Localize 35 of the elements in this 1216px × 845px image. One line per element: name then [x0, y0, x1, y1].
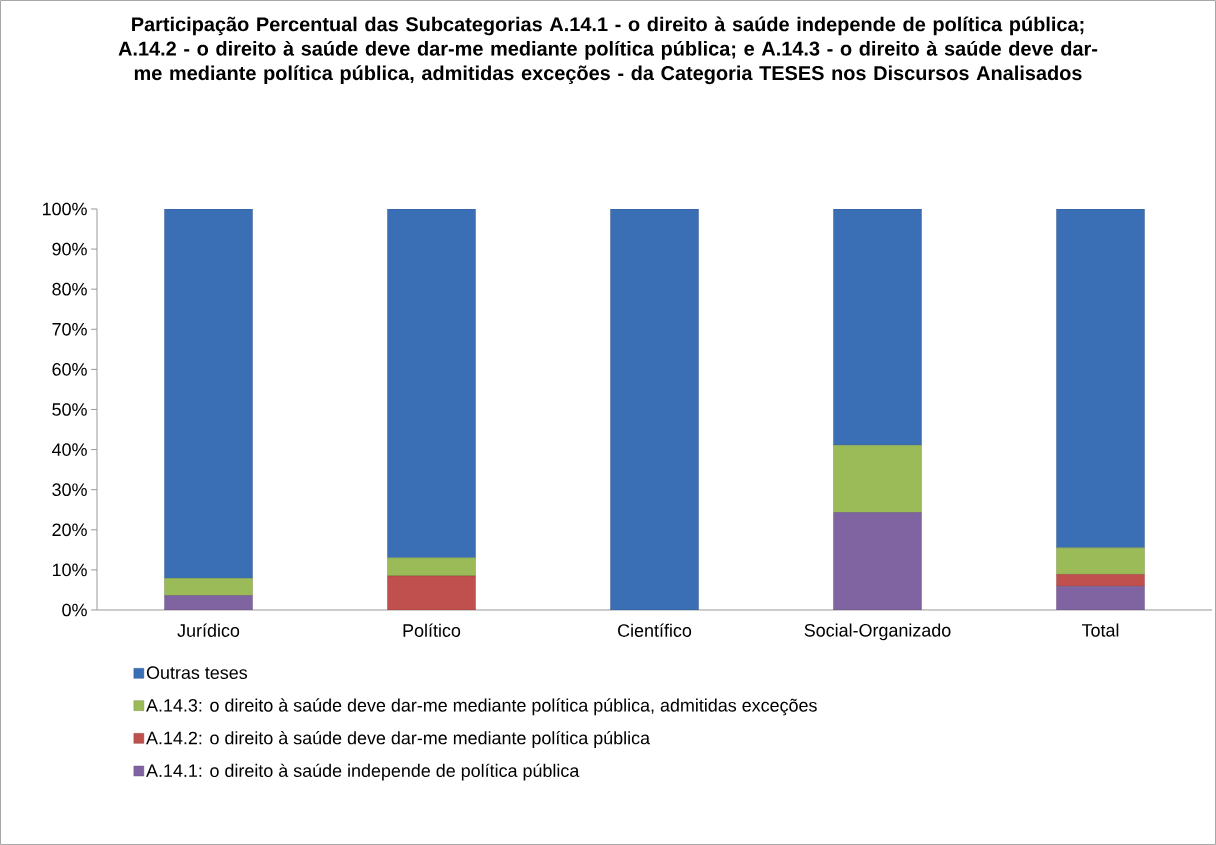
bar — [1056, 208, 1145, 549]
y-tick-label: 50% — [52, 403, 87, 416]
y-tick-label: 90% — [52, 242, 87, 256]
bar — [387, 575, 476, 610]
x-tick-label: Político — [403, 623, 461, 637]
bar — [164, 578, 253, 596]
y-tick-label: 20% — [52, 523, 87, 537]
bar — [610, 208, 699, 610]
y-tick-label: 100% — [42, 202, 87, 216]
y-tick-label: 60% — [52, 363, 87, 376]
legend-label: A.14.3: o direito à saúde deve dar-me mediante política pública, admitidas exceções — [146, 698, 817, 716]
bar — [1056, 547, 1145, 575]
x-tick-label: Total — [1081, 623, 1119, 637]
bar — [387, 557, 476, 577]
y-tick-label: 0% — [62, 603, 87, 617]
bar — [387, 208, 476, 559]
y-tick-label: 80% — [52, 282, 87, 296]
bar — [833, 208, 922, 446]
bar — [833, 444, 922, 513]
x-tick-label: Jurídico — [177, 623, 240, 637]
bar — [164, 208, 253, 579]
legend-label: A.14.2: o direito à saúde deve dar-me mediante política pública — [146, 730, 651, 748]
x-tick-label: Social-Organizado — [804, 623, 951, 641]
bar — [1056, 586, 1145, 610]
legend-label: A.14.1: o direito à saúde independe de política pública — [146, 763, 580, 781]
legend-label: Outras teses — [146, 666, 248, 679]
chart-title: Participação Percentual das Subcategorias A.14.1 - o direito à saúde independe de política pública; A.14.2 - o direito à saúde deve dar-me mediante política pública; e A.14.3 - o direito à saúde deve dar-me mediante política pública, admitidas exceções - da Categoria TESES nos Discursos Analisados — [118, 16, 1098, 85]
y-tick-label: 70% — [52, 322, 87, 336]
bar — [833, 512, 922, 610]
bar — [1056, 574, 1145, 587]
y-tick-label: 40% — [52, 443, 87, 456]
y-tick-label: 30% — [52, 483, 87, 497]
y-tick-label: 10% — [52, 563, 87, 577]
bar — [164, 595, 253, 610]
x-tick-label: Científico — [618, 623, 692, 637]
